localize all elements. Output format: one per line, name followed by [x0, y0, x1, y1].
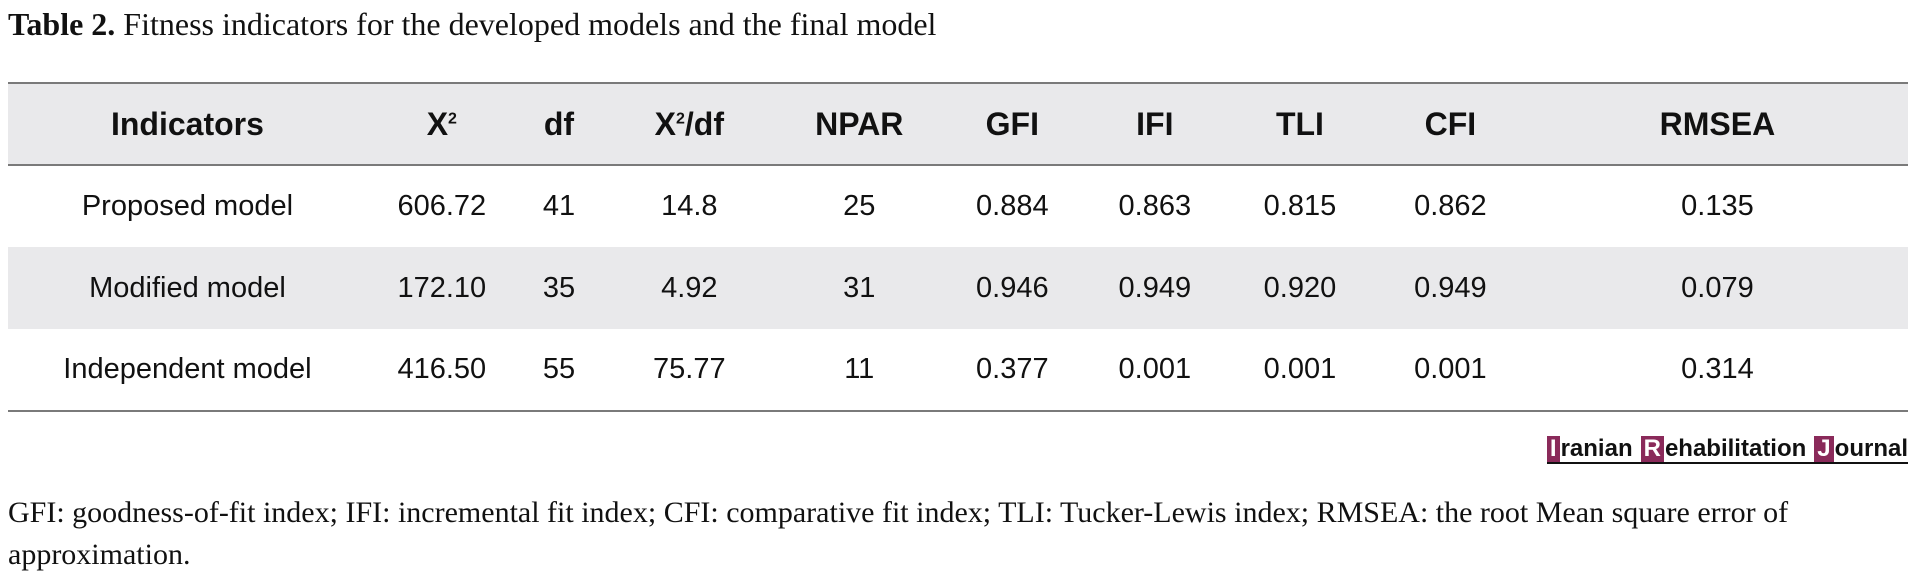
table-row-proposed-model: Proposed model 606.72 41 14.8 25 0.884 0… — [8, 165, 1908, 247]
table-caption-label: Table 2. — [8, 6, 116, 42]
cell-gfi: 0.946 — [976, 271, 1049, 304]
cell-chi-square-df: 14.8 — [661, 190, 718, 222]
table-caption: Table 2. Fitness indicators for the deve… — [8, 6, 936, 43]
cell-cfi: 0.001 — [1414, 353, 1487, 385]
journal-logo-initial: R — [1640, 436, 1664, 462]
header-chi-square-df: X2/df — [601, 83, 777, 165]
header-gfi: GFI — [985, 105, 1039, 142]
table-footnote: GFI: goodness-of-fit index; IFI: increme… — [8, 496, 1789, 571]
header-indicators: Indicators — [110, 105, 264, 142]
header-cfi: CFI — [1424, 105, 1477, 142]
cell-tli: 0.920 — [1263, 271, 1337, 304]
cell-ifi: 0.863 — [1118, 190, 1192, 222]
cell-ifi: 0.949 — [1118, 271, 1192, 304]
cell-model-name: Modified model — [89, 271, 286, 304]
fitness-table: Indicators X2 df X2/df NPAR GFI IFI TLI … — [8, 82, 1908, 412]
journal-logo-word-rest: ehabilitation — [1664, 435, 1807, 462]
cell-gfi: 0.884 — [976, 190, 1049, 222]
header-chi-square-sup: 2 — [448, 109, 457, 127]
cell-chi-square-df: 4.92 — [661, 271, 718, 304]
cell-rmsea: 0.135 — [1681, 190, 1754, 222]
cell-df: 41 — [542, 190, 576, 222]
header-chi-square-df-sup: 2 — [675, 109, 685, 127]
cell-chi-square-df: 75.77 — [653, 353, 726, 385]
cell-rmsea: 0.079 — [1681, 271, 1754, 304]
header-chi-square-df-base: X — [654, 105, 676, 142]
cell-npar: 11 — [844, 353, 875, 385]
journal-logo-initial: I — [1546, 436, 1560, 462]
cell-npar: 25 — [843, 190, 876, 222]
cell-ifi: 0.001 — [1118, 353, 1192, 385]
table-caption-text: Fitness indicators for the developed mod… — [123, 6, 937, 42]
cell-tli: 0.815 — [1263, 190, 1337, 222]
cell-cfi: 0.949 — [1414, 271, 1487, 304]
header-rmsea: RMSEA — [1659, 105, 1776, 142]
cell-tli: 0.001 — [1263, 353, 1337, 385]
header-ifi: IFI — [1136, 105, 1174, 142]
cell-df: 55 — [542, 353, 576, 385]
cell-chi-square: 172.10 — [397, 271, 487, 304]
cell-model-name: Proposed model — [81, 190, 294, 222]
table-header-row: Indicators X2 df X2/df NPAR GFI IFI TLI … — [8, 83, 1908, 165]
header-chi-square-base: X — [426, 105, 449, 142]
cell-df: 35 — [542, 271, 576, 304]
header-chi-square: X2 — [367, 83, 517, 165]
table-row-modified-model: Modified model 172.10 35 4.92 31 0.946 0… — [8, 247, 1908, 329]
cell-rmsea: 0.314 — [1681, 353, 1754, 385]
cell-npar: 31 — [843, 271, 876, 304]
header-df: df — [543, 105, 575, 142]
cell-model-name: Independent model — [63, 353, 312, 385]
table-row-independent-model: Independent model 416.50 55 75.77 11 0.3… — [8, 329, 1908, 411]
fitness-table-container: Indicators X2 df X2/df NPAR GFI IFI TLI … — [8, 82, 1908, 412]
header-npar: NPAR — [815, 105, 904, 142]
journal-logo-word-rest: ournal — [1834, 435, 1908, 462]
cell-chi-square: 606.72 — [397, 190, 487, 222]
cell-chi-square: 416.50 — [397, 353, 487, 385]
cell-gfi: 0.377 — [976, 353, 1049, 385]
cell-cfi: 0.862 — [1414, 190, 1487, 222]
journal-logo-word-rest: ranian — [1560, 435, 1633, 462]
journal-logo-initial: J — [1814, 436, 1834, 462]
header-tli: TLI — [1275, 105, 1324, 142]
header-chi-square-df-tail: /df — [684, 105, 724, 142]
